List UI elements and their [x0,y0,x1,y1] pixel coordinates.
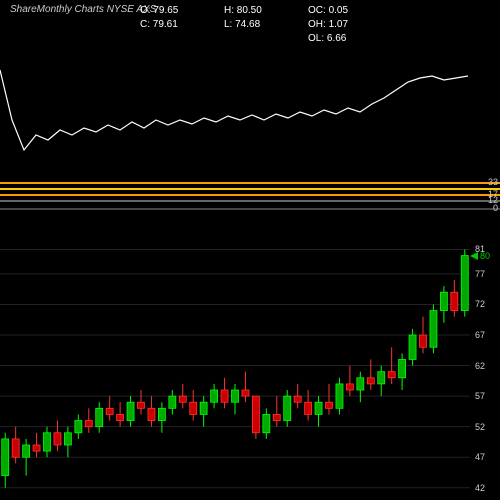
ohlc-low: L: 74.68 [224,18,284,32]
line-chart-panel[interactable] [0,40,470,170]
val-oc: 0.05 [329,5,348,16]
val-o: 79.65 [153,5,178,16]
ohlc-oc: OC: 0.05 [308,4,368,18]
ohlc-oh: OH: 1.07 [308,18,368,32]
val-l: 74.68 [235,19,260,30]
indicator-band: 3317120 [0,180,500,212]
chart-title: ShareMonthly Charts NYSE AXS [10,4,156,15]
chart-container: ShareMonthly Charts NYSE AXS O: 79.65 H:… [0,0,500,500]
line-chart-svg [0,40,470,170]
candlestick-panel[interactable] [0,225,470,500]
val-c: 79.61 [153,19,178,30]
ohlc-open: O: 79.65 [140,4,200,18]
val-h: 80.50 [237,5,262,16]
ohlc-high: H: 80.50 [224,4,284,18]
ohlc-close: C: 79.61 [140,18,200,32]
val-oh: 1.07 [329,19,348,30]
candlestick-svg [0,225,470,500]
